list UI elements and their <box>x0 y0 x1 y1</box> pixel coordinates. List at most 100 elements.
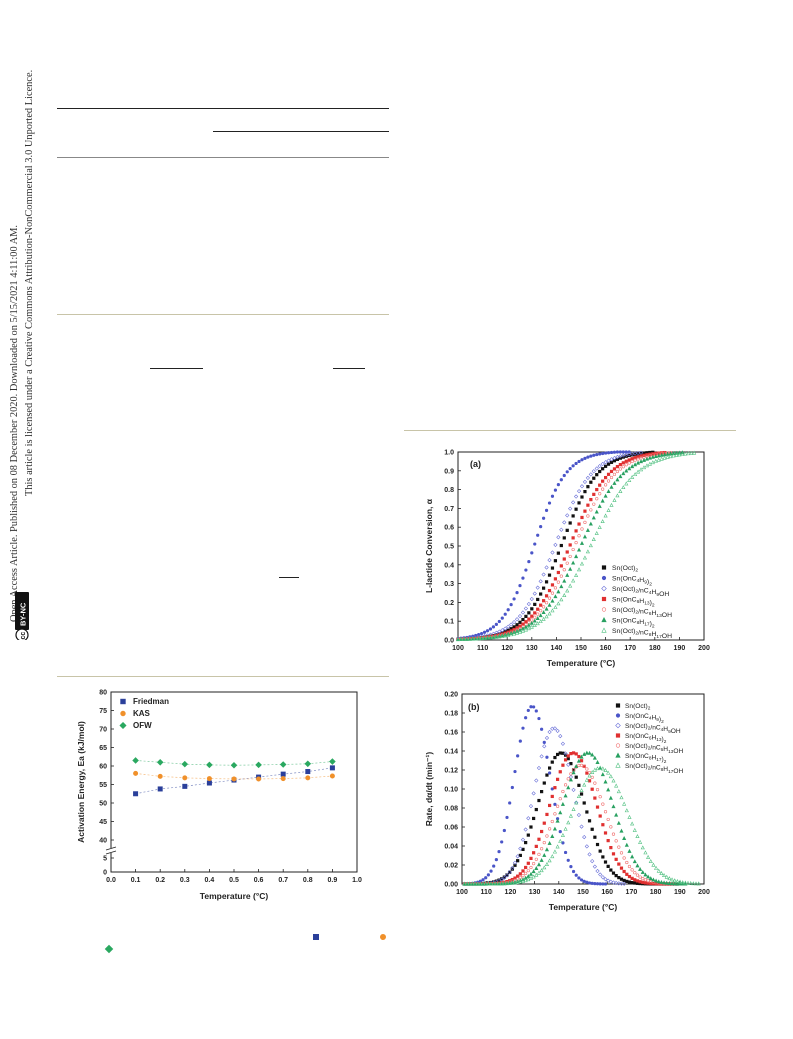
rate-point <box>473 881 478 886</box>
rate-point <box>475 881 480 886</box>
conversion-point <box>644 456 649 461</box>
rate-point <box>484 876 488 880</box>
rate-point <box>624 808 629 813</box>
ea-y-tick-label: 45 <box>99 819 107 826</box>
conversion-point <box>583 520 587 524</box>
rate-point <box>614 880 619 886</box>
rate-point <box>603 877 608 882</box>
conversion-point <box>533 615 537 619</box>
conversion-point <box>612 467 617 471</box>
rate-point <box>558 830 562 834</box>
rate-point <box>521 874 525 878</box>
rate-point <box>619 795 624 800</box>
conversion-point <box>659 456 664 461</box>
rate-point <box>603 882 608 886</box>
rate-point <box>677 879 683 884</box>
rate-point <box>526 833 530 837</box>
rate-point <box>523 878 528 883</box>
rate-point <box>662 880 667 885</box>
rate-point <box>486 881 491 886</box>
conversion-x-tick-label: 200 <box>698 645 710 652</box>
conversion-point <box>574 554 579 559</box>
rate-point <box>524 716 528 720</box>
conversion-point <box>538 613 543 618</box>
ea-point-kas <box>280 776 286 782</box>
rate-point <box>524 840 528 845</box>
conversion-point <box>627 461 631 465</box>
rate-point <box>481 878 485 882</box>
conversion-point <box>565 470 569 474</box>
rate-y-axis-title: Rate, dα/dt (min⁻¹) <box>424 752 434 827</box>
conversion-plot: 0.0 0.1 0.2 0.3 0.4 0.5 0.6 0.7 0.8 0.9 1.0 100 110 1… <box>424 450 710 669</box>
ea-point-kas <box>256 776 262 782</box>
rate-legend-marker <box>615 722 621 729</box>
ea-y-tick-label: 50 <box>99 801 107 808</box>
rate-point <box>540 847 544 851</box>
conversion-point <box>547 573 552 577</box>
rate-point <box>619 877 624 881</box>
ea-y-axis-title: Activation Energy, Ea (kJ/mol) <box>76 721 86 843</box>
rate-point <box>677 881 683 886</box>
conversion-point <box>553 488 558 492</box>
rate-point <box>548 771 552 775</box>
rate-point <box>561 763 565 767</box>
rate-point <box>569 864 573 869</box>
conversion-point <box>550 591 555 595</box>
conversion-point <box>565 588 570 593</box>
conversion-point <box>455 637 461 642</box>
rate-point <box>548 766 552 770</box>
rate-point <box>611 871 616 875</box>
conversion-point <box>641 465 647 470</box>
conversion-point <box>550 608 555 613</box>
conversion-point <box>473 636 478 641</box>
conversion-point <box>579 540 585 545</box>
rate-point <box>616 789 621 794</box>
rate-point <box>590 752 595 757</box>
rate-point <box>555 818 560 823</box>
rate-x-tick-label: 180 <box>650 889 662 896</box>
conversion-point <box>680 451 685 456</box>
rate-point <box>515 854 520 859</box>
rate-point <box>536 862 542 867</box>
conversion-point <box>603 460 608 465</box>
ea-series-line-kas <box>135 773 333 780</box>
rate-point <box>534 778 539 783</box>
conversion-point <box>612 450 617 454</box>
rate-point <box>595 882 600 886</box>
conversion-point <box>565 528 569 532</box>
conversion-point <box>606 458 611 463</box>
rate-point <box>582 834 587 840</box>
ea-x-tick-label: 0.0 <box>106 877 116 884</box>
rate-point <box>579 759 584 763</box>
rate-point <box>595 842 600 847</box>
conversion-point <box>591 537 596 541</box>
conversion-point <box>533 611 537 615</box>
rate-point <box>603 810 608 814</box>
conversion-point <box>630 474 635 479</box>
rate-point <box>635 879 640 883</box>
rate-point <box>680 880 685 885</box>
conversion-point <box>621 485 626 490</box>
conversion-point <box>511 619 517 625</box>
ea-point-ofw <box>206 761 213 769</box>
conversion-point <box>612 472 617 476</box>
cc-badge[interactable] <box>15 592 29 630</box>
rate-point <box>576 758 581 763</box>
rate-point <box>542 841 546 845</box>
rate-point <box>539 857 544 862</box>
rate-point <box>560 741 566 746</box>
conversion-point <box>592 476 596 480</box>
rate-point <box>593 881 597 886</box>
conversion-point <box>458 637 464 641</box>
conversion-point <box>579 561 585 566</box>
rate-point <box>510 867 514 871</box>
rate-point <box>568 777 573 782</box>
rate-point <box>592 864 597 869</box>
rate-point <box>627 848 632 853</box>
conversion-point <box>621 471 626 476</box>
rate-point <box>643 850 648 855</box>
rate-point <box>537 852 541 856</box>
conversion-point <box>585 527 590 532</box>
rate-point <box>496 881 502 886</box>
conversion-point <box>627 458 631 462</box>
